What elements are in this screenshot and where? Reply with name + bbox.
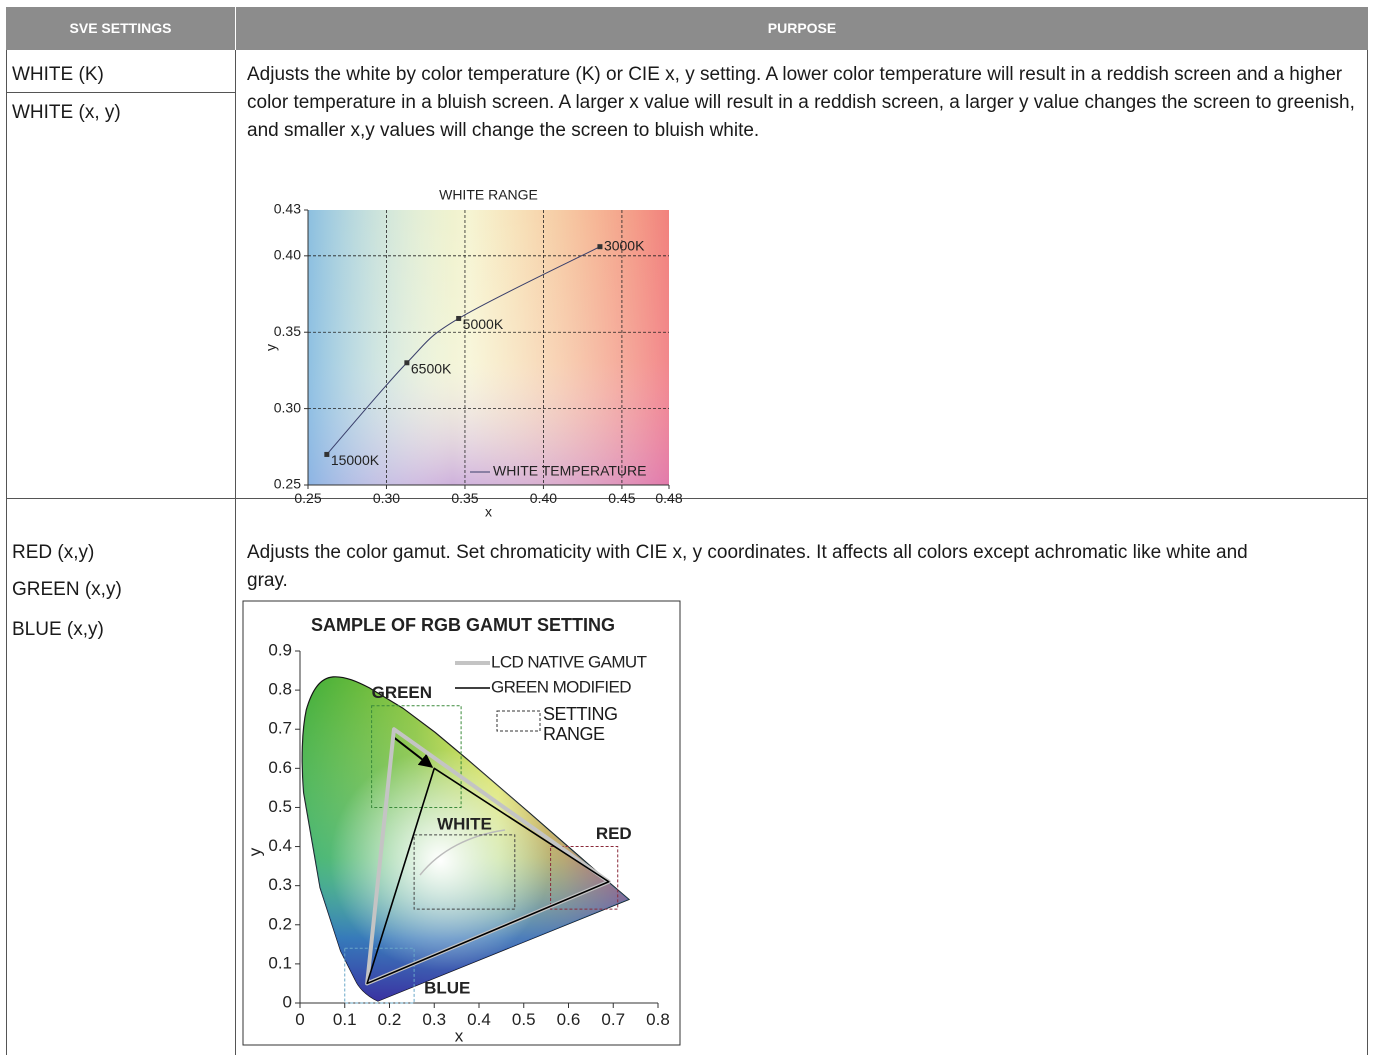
region-label: GREEN xyxy=(372,683,432,702)
y-tick-label: 0.25 xyxy=(274,476,301,492)
legend-label: GREEN MODIFIED xyxy=(491,677,631,696)
x-tick-label: 0.3 xyxy=(422,1010,446,1029)
header-cell: PURPOSE xyxy=(236,7,1368,50)
chart-title: SAMPLE OF RGB GAMUT SETTING xyxy=(311,615,615,635)
figure-frame xyxy=(242,600,681,1046)
point-label: 3000K xyxy=(604,237,645,253)
x-tick-label: 0.1 xyxy=(333,1010,357,1029)
point-label: 5000K xyxy=(463,316,504,332)
border xyxy=(235,50,236,1055)
y-tick-label: 0 xyxy=(283,992,292,1011)
point xyxy=(597,244,603,250)
border xyxy=(6,50,7,1055)
setting-range xyxy=(371,705,462,808)
setting: GREEN (x,y) xyxy=(12,579,122,600)
x-tick-label: 0.48 xyxy=(655,490,682,506)
setting-range xyxy=(413,834,516,910)
y-tick-label: 0.7 xyxy=(268,719,292,738)
y-tick-label: 0.40 xyxy=(274,247,301,263)
y-tick-label: 0.35 xyxy=(274,323,301,339)
white-curve xyxy=(419,829,506,876)
border xyxy=(6,92,235,93)
spectral-locus xyxy=(301,676,631,1002)
y-tick-label: 0.30 xyxy=(274,399,301,415)
legend-label: SETTING RANGE xyxy=(543,704,618,744)
y-tick-label: 0.3 xyxy=(268,875,292,894)
x-tick-label: 0 xyxy=(295,1010,304,1029)
x-tick-label: 0.25 xyxy=(294,490,321,506)
x-tick-label: 0.5 xyxy=(512,1010,536,1029)
purpose: Adjusts the white by color temperature (… xyxy=(247,64,1355,141)
y-tick-label: 0.43 xyxy=(274,201,301,217)
x-tick-label: 0.6 xyxy=(557,1010,581,1029)
x-axis-label: x xyxy=(455,1026,464,1045)
x-tick-label: 0.35 xyxy=(451,490,478,506)
setting: RED (x,y) xyxy=(12,542,95,563)
setting: WHITE (K) xyxy=(12,64,104,85)
y-tick-label: 0.9 xyxy=(268,640,292,659)
point xyxy=(456,315,462,321)
y-axis-label: y xyxy=(245,847,264,856)
x-tick-label: 0.30 xyxy=(373,490,400,506)
point-label: 6500K xyxy=(411,360,452,376)
header-cell: SVE SETTINGS xyxy=(6,7,235,50)
border xyxy=(1367,50,1368,1055)
point xyxy=(404,360,410,366)
locus-white xyxy=(302,676,629,1001)
region-label: BLUE xyxy=(424,978,470,997)
gamut-triangle xyxy=(366,767,610,985)
point xyxy=(324,451,330,457)
y-tick-label: 0.4 xyxy=(268,836,292,855)
x-tick-label: 0.4 xyxy=(467,1010,491,1029)
x-tick-label: 0.8 xyxy=(646,1010,670,1029)
x-tick-label: 0.45 xyxy=(608,490,635,506)
chart-title: WHITE RANGE xyxy=(439,187,538,203)
y-tick-label: 0.1 xyxy=(268,953,292,972)
y-tick-label: 0.5 xyxy=(268,797,292,816)
setting: WHITE (x, y) xyxy=(12,102,121,123)
arrow xyxy=(391,735,434,768)
x-tick-label: 0.7 xyxy=(601,1010,625,1029)
region-label: WHITE xyxy=(437,814,492,833)
setting-range xyxy=(344,947,415,1004)
x-tick-label: 0.40 xyxy=(530,490,557,506)
y-tick-label: 0.6 xyxy=(268,758,292,777)
setting: BLUE (x,y) xyxy=(12,619,104,640)
x-tick-label: 0.2 xyxy=(378,1010,402,1029)
y-tick-label: 0.2 xyxy=(268,914,292,933)
legend-label: WHITE TEMPERATURE xyxy=(493,463,647,479)
legend-label: LCD NATIVE GAMUT xyxy=(491,652,647,671)
legend-swatch xyxy=(496,710,541,732)
point-label: 15000K xyxy=(331,452,380,468)
y-tick-label: 0.8 xyxy=(268,680,292,699)
purpose: Adjusts the color gamut. Set chromaticit… xyxy=(247,542,1248,591)
border xyxy=(6,498,1368,499)
region-label: RED xyxy=(596,824,632,843)
y-axis-label: y xyxy=(262,344,278,351)
x-axis-label: x xyxy=(485,504,492,520)
series-line xyxy=(326,246,601,455)
